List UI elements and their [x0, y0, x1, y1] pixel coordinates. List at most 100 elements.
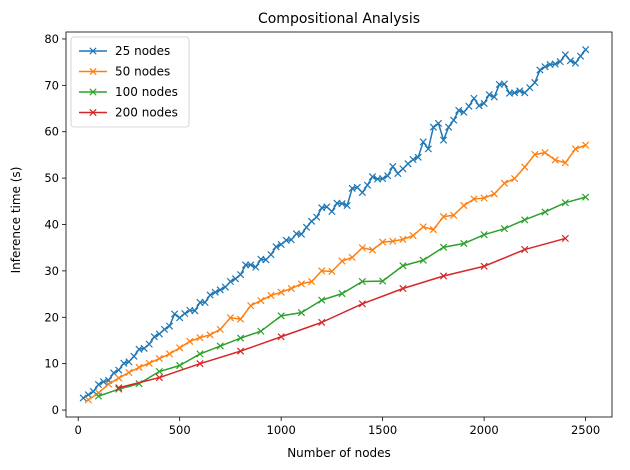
data-point [277, 333, 285, 341]
data-point [236, 334, 245, 342]
data-point [358, 300, 366, 308]
legend-box [70, 36, 190, 128]
data-point [480, 231, 488, 239]
legend-swatch-marker [89, 47, 97, 55]
data-point [176, 361, 184, 370]
data-point [145, 359, 153, 367]
data-point [115, 374, 123, 382]
data-point [455, 106, 463, 115]
data-point [287, 284, 295, 293]
y-tick-label: 0 [52, 403, 59, 417]
x-tick-label: 1000 [267, 423, 296, 437]
data-point [313, 213, 321, 221]
data-point [226, 314, 235, 322]
data-point [571, 145, 580, 153]
data-point [115, 366, 123, 374]
data-point [297, 230, 306, 238]
legend-swatch-marker [89, 67, 97, 76]
data-point [490, 190, 498, 198]
data-point [277, 288, 285, 296]
data-point [389, 237, 397, 245]
data-point [236, 347, 245, 355]
data-point [155, 373, 163, 382]
series-2 [84, 141, 590, 404]
data-point [561, 234, 569, 243]
data-point [399, 284, 407, 293]
data-point [140, 344, 148, 352]
data-point [470, 94, 478, 102]
y-axis-ticks: 0 10 20 30 40 50 60 70 80 [44, 32, 66, 417]
data-point [115, 384, 123, 392]
data-point [556, 58, 564, 66]
data-point [99, 378, 108, 386]
data-point [358, 188, 366, 197]
data-point [165, 350, 174, 358]
data-point [120, 359, 128, 367]
y-tick-label: 40 [44, 218, 59, 232]
data-point [576, 52, 585, 60]
legend-item: 25 nodes [79, 44, 170, 58]
data-point [252, 263, 260, 271]
legend: 25 nodes 50 nodes 100 nodes 200 nodes [70, 36, 190, 128]
data-point [439, 212, 448, 221]
data-point [206, 291, 214, 299]
data-point [541, 63, 549, 71]
data-point [521, 216, 529, 224]
data-point [257, 296, 265, 305]
data-point [105, 380, 113, 388]
data-point [566, 57, 575, 65]
data-point [510, 174, 519, 183]
legend-item: 50 nodes [79, 65, 170, 79]
x-tick-label: 500 [169, 423, 191, 437]
data-point [170, 310, 179, 318]
data-point [419, 256, 427, 264]
data-point [434, 119, 443, 128]
legend-label: 50 nodes [115, 65, 170, 79]
legend-swatch-marker [89, 108, 97, 117]
data-point [338, 257, 346, 265]
series-line [118, 237, 566, 389]
data-point [450, 211, 458, 219]
data-point [465, 102, 473, 110]
data-point [176, 314, 184, 322]
data-point [581, 141, 590, 149]
data-point [287, 236, 295, 244]
data-point [571, 59, 580, 67]
data-point [226, 277, 235, 286]
data-point [480, 194, 488, 202]
data-point [414, 153, 422, 161]
data-point [338, 289, 346, 298]
data-point [155, 354, 163, 363]
data-point [536, 66, 544, 74]
data-point [247, 261, 255, 269]
data-point [236, 270, 245, 279]
data-point [338, 200, 346, 208]
data-point [531, 78, 539, 87]
data-point [267, 291, 275, 300]
data-point [409, 232, 417, 240]
data-point [460, 239, 468, 248]
data-point [84, 396, 92, 404]
data-point [201, 298, 209, 307]
data-point [277, 240, 285, 249]
data-point [216, 286, 224, 294]
data-point [297, 309, 306, 317]
series-3 [94, 193, 590, 400]
y-tick-label: 20 [44, 310, 59, 324]
data-point [231, 275, 240, 283]
data-point [409, 155, 417, 164]
chart-title: Compositional Analysis [258, 11, 420, 27]
data-point [94, 392, 103, 400]
legend-label: 100 nodes [115, 85, 178, 99]
y-tick-label: 30 [44, 264, 59, 278]
y-tick-label: 70 [44, 78, 59, 92]
series-line [82, 49, 587, 399]
data-point [389, 162, 397, 171]
data-point [429, 225, 438, 234]
data-point [541, 208, 549, 216]
data-point [470, 195, 478, 203]
x-axis-label: Number of nodes [287, 446, 391, 460]
data-point [302, 223, 311, 231]
data-point [439, 136, 448, 144]
legend-item: 100 nodes [79, 85, 178, 99]
